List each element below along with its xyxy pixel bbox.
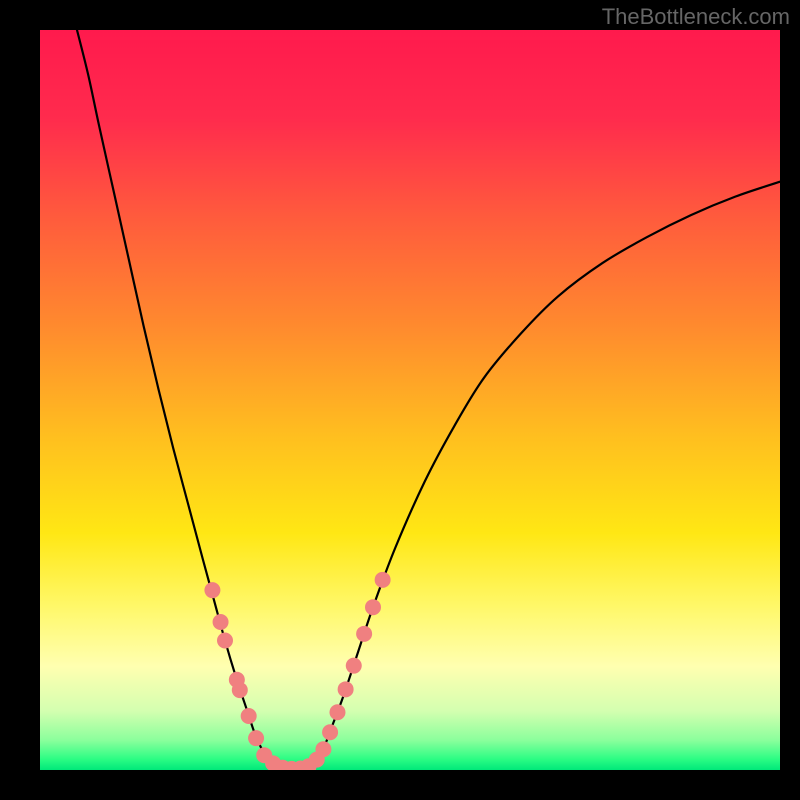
data-marker (315, 741, 331, 757)
data-marker (213, 614, 229, 630)
data-marker (248, 730, 264, 746)
data-marker (338, 681, 354, 697)
data-marker (217, 633, 233, 649)
watermark-text: TheBottleneck.com (602, 4, 790, 30)
gradient-background (40, 30, 780, 770)
data-marker (322, 724, 338, 740)
plot-area (40, 30, 780, 770)
data-marker (375, 572, 391, 588)
chart-svg (40, 30, 780, 770)
data-marker (365, 599, 381, 615)
chart-frame: TheBottleneck.com (0, 0, 800, 800)
data-marker (346, 658, 362, 674)
data-marker (241, 708, 257, 724)
data-marker (204, 582, 220, 598)
data-marker (356, 626, 372, 642)
data-marker (232, 682, 248, 698)
data-marker (329, 704, 345, 720)
